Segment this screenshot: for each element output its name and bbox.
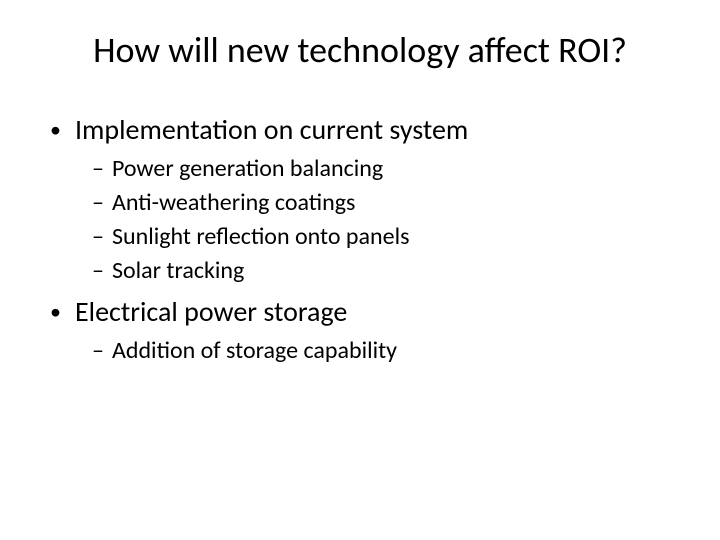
dash-marker-icon: – [92,188,104,218]
bullet-l2: – Addition of storage capability [40,336,680,366]
bullet-group-1: • Electrical power storage – Addition of… [40,294,680,366]
bullet-l2: – Power generation balancing [40,154,680,184]
bullet-l2-text: Addition of storage capability [112,336,397,365]
slide-title: How will new technology affect ROI? [0,20,720,104]
bullet-l1: • Implementation on current system [40,112,680,148]
bullet-marker-icon: • [50,112,61,148]
slide-content: • Implementation on current system – Pow… [0,104,720,366]
slide: How will new technology affect ROI? • Im… [0,0,720,540]
bullet-group-0: • Implementation on current system – Pow… [40,112,680,286]
bullet-l2: – Solar tracking [40,256,680,286]
bullet-l2-text: Anti-weathering coatings [112,188,356,217]
bullet-l1-text: Electrical power storage [75,294,347,329]
dash-marker-icon: – [92,256,104,286]
bullet-marker-icon: • [50,294,61,330]
dash-marker-icon: – [92,154,104,184]
dash-marker-icon: – [92,336,104,366]
bullet-l2-text: Power generation balancing [112,154,383,183]
bullet-l2: – Anti-weathering coatings [40,188,680,218]
dash-marker-icon: – [92,222,104,252]
bullet-l1-text: Implementation on current system [75,112,468,147]
bullet-l1: • Electrical power storage [40,294,680,330]
bullet-l2-text: Solar tracking [112,256,244,285]
bullet-l2: – Sunlight reflection onto panels [40,222,680,252]
bullet-l2-text: Sunlight reflection onto panels [112,222,410,251]
